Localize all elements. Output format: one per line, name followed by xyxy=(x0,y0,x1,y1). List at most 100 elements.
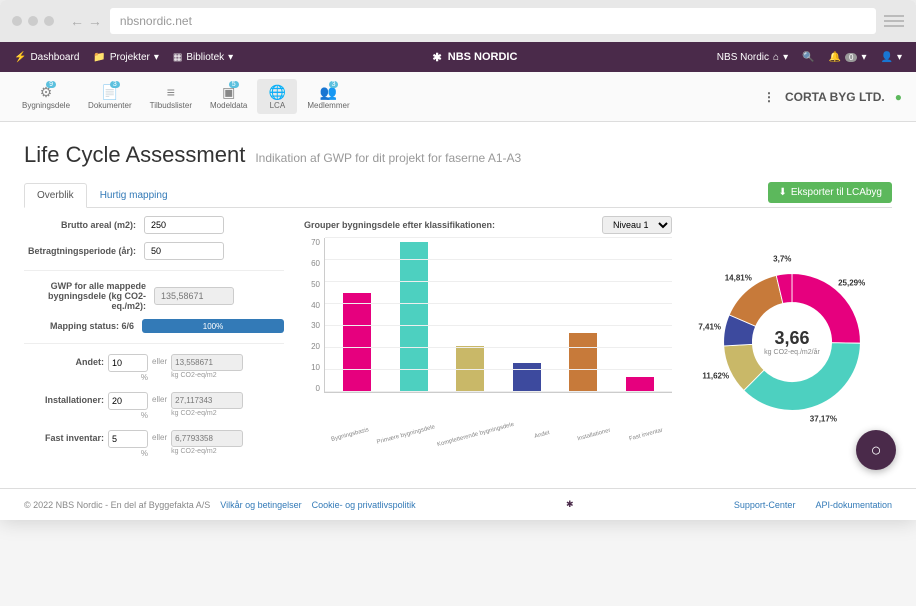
x-label-4: Installationer xyxy=(568,425,620,444)
nav-library[interactable]: ▦ Bibliotek ▾ xyxy=(173,52,233,63)
footer-logo-icon: ✱ xyxy=(416,499,724,510)
area-input[interactable] xyxy=(144,216,224,234)
sub-label: LCA xyxy=(270,101,286,110)
user-menu[interactable]: 👤 ▾ xyxy=(881,52,902,63)
page-title: Life Cycle Assessment xyxy=(24,142,245,168)
donut-label-0: 25,29% xyxy=(838,279,865,288)
pct-unit: % xyxy=(141,411,148,420)
pct-unit: % xyxy=(141,373,148,382)
sub-item-1[interactable]: 📄3Dokumenter xyxy=(80,79,140,114)
status-dot-icon: ● xyxy=(895,90,902,104)
sub-label: Bygningsdele xyxy=(22,101,70,110)
sub-label: Tilbudslister xyxy=(150,101,192,110)
area-label: Brutto areal (m2): xyxy=(24,220,144,230)
sub-badge: 9 xyxy=(46,81,56,88)
help-bubble[interactable]: ○ xyxy=(856,430,896,470)
nav-dashboard-label: Dashboard xyxy=(30,52,79,63)
sub-item-3[interactable]: ▣5Modeldata xyxy=(202,79,255,114)
form-column: Brutto areal (m2): Betragtningsperiode (… xyxy=(24,216,284,468)
period-input[interactable] xyxy=(144,242,224,260)
gwp-value xyxy=(154,287,234,305)
eller: eller xyxy=(152,430,167,442)
search-icon[interactable]: 🔍 xyxy=(802,52,814,63)
footer: © 2022 NBS Nordic - En del af Byggefakta… xyxy=(0,488,916,520)
bar-5 xyxy=(626,377,654,392)
url-bar[interactable]: nbsnordic.net xyxy=(110,8,876,34)
account-label: NBS Nordic xyxy=(717,52,769,63)
sub-icon-3: ▣5 xyxy=(217,83,241,101)
export-button[interactable]: ⬇ Eksporter til LCAbyg xyxy=(768,182,892,203)
book-icon: ▦ xyxy=(173,52,182,63)
caret-down-icon: ▾ xyxy=(783,52,788,63)
sub-icon-1: 📄3 xyxy=(98,83,122,101)
gwp-label: GWP for alle mappede bygningsdele (kg CO… xyxy=(24,281,154,311)
sub-item-0[interactable]: ⚙9Bygningsdele xyxy=(14,79,78,114)
tab-overview[interactable]: Overblik xyxy=(24,183,87,208)
val-unit: kg CO2-eq/m2 xyxy=(171,372,243,379)
sub-badge: 3 xyxy=(110,81,120,88)
sub-badge: 5 xyxy=(229,81,239,88)
sub-item-2[interactable]: ≡Tilbudslister xyxy=(142,79,200,114)
terms-link[interactable]: Vilkår og betingelser xyxy=(220,500,301,510)
extra-pct-1[interactable] xyxy=(108,392,148,410)
sub-icon-2: ≡ xyxy=(159,83,183,101)
account-menu[interactable]: NBS Nordic ⌂ ▾ xyxy=(717,52,788,63)
donut-label-2: 11,62% xyxy=(702,372,729,381)
sub-label: Medlemmer xyxy=(307,101,349,110)
sub-item-5[interactable]: 👥3Medlemmer xyxy=(299,79,357,114)
extra-val-0 xyxy=(171,354,243,371)
bar-chart-title: Grouper bygningsdele efter klassifikatio… xyxy=(304,220,495,230)
bar-chart-panel: Grouper bygningsdele efter klassifikatio… xyxy=(304,216,672,468)
extra-pct-0[interactable] xyxy=(108,354,148,372)
donut-slice-4 xyxy=(729,275,783,326)
val-unit: kg CO2-eq/m2 xyxy=(171,448,243,455)
caret-down-icon: ▾ xyxy=(154,52,159,63)
sub-label: Dokumenter xyxy=(88,101,132,110)
bar-4 xyxy=(569,333,597,392)
window-dots xyxy=(12,16,54,26)
support-link[interactable]: Support-Center xyxy=(734,500,796,510)
mapping-progress: 100% xyxy=(142,319,284,333)
export-label: Eksporter til LCAbyg xyxy=(791,187,882,198)
browser-chrome: ← → nbsnordic.net xyxy=(0,0,916,42)
x-label-5: Fast inventar xyxy=(620,425,672,444)
brand: ✱ NBS NORDIC xyxy=(233,51,717,64)
sub-badge: 3 xyxy=(329,81,339,88)
y-axis: 706050403020100 xyxy=(304,238,324,393)
mapping-label: Mapping status: 6/6 xyxy=(24,321,134,331)
help-icon: ○ xyxy=(871,440,882,461)
nav-projects[interactable]: 📁 Projekter ▾ xyxy=(93,52,159,63)
user-icon: 👤 xyxy=(881,52,893,63)
donut-label-3: 7,41% xyxy=(698,323,721,332)
dashboard-icon: ⚡ xyxy=(14,52,26,63)
level-select[interactable]: Niveau 1 xyxy=(602,216,672,234)
cookies-link[interactable]: Cookie- og privatlivspolitik xyxy=(312,500,416,510)
sub-icon-0: ⚙9 xyxy=(34,83,58,101)
x-label-0: Bygningsbasis xyxy=(324,425,376,444)
sub-item-4[interactable]: 🌐LCA xyxy=(257,79,297,114)
hamburger-icon[interactable] xyxy=(884,15,904,27)
api-link[interactable]: API-dokumentation xyxy=(815,500,892,510)
page-subtitle: Indikation af GWP for dit projekt for fa… xyxy=(255,151,521,165)
brand-text: NBS NORDIC xyxy=(448,51,518,63)
notifications[interactable]: 🔔 0 ▾ xyxy=(829,52,867,63)
pct-unit: % xyxy=(141,449,148,458)
donut-panel: 3,66 kg CO2-eq./m2/år 25,29%37,17%11,62%… xyxy=(692,216,892,468)
nav-projects-label: Projekter xyxy=(110,52,150,63)
bell-icon: 🔔 xyxy=(829,52,841,63)
donut-label-4: 14,81% xyxy=(725,273,752,282)
donut-label-5: 3,7% xyxy=(773,254,791,263)
tab-quickmap[interactable]: Hurtig mapping xyxy=(87,183,181,207)
extra-val-2 xyxy=(171,430,243,447)
topbar: ⚡ Dashboard 📁 Projekter ▾ ▦ Bibliotek ▾ … xyxy=(0,42,916,72)
export-icon: ⬇ xyxy=(778,187,786,198)
eller: eller xyxy=(152,392,167,404)
extra-label-2: Fast inventar: xyxy=(24,430,104,443)
donut-center-value: 3,66 xyxy=(764,328,820,349)
extra-pct-2[interactable] xyxy=(108,430,148,448)
x-label-3: Andet xyxy=(516,425,568,444)
donut-chart: 3,66 kg CO2-eq./m2/år 25,29%37,17%11,62%… xyxy=(702,252,882,432)
more-icon[interactable]: ⋮ xyxy=(763,90,775,104)
nav-dashboard[interactable]: ⚡ Dashboard xyxy=(14,52,79,63)
nav-arrows[interactable]: ← → xyxy=(70,13,102,29)
